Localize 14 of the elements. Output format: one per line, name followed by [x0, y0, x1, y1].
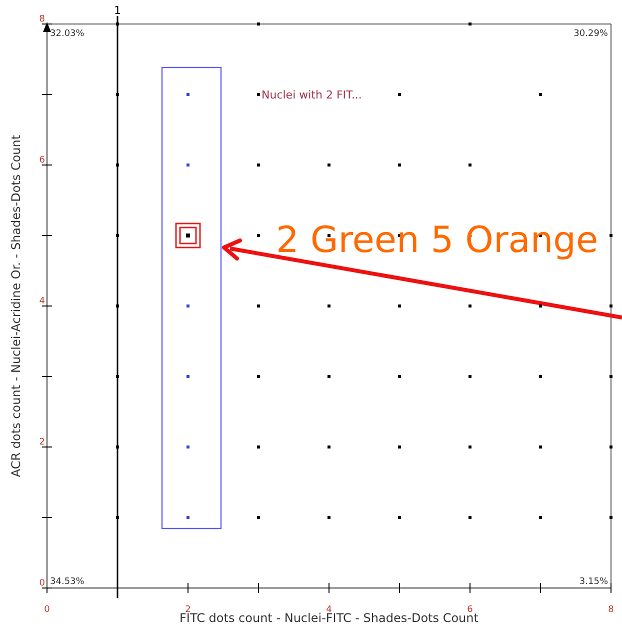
- annotation: 30.29%: [574, 29, 608, 39]
- ref-line-label: 1: [114, 4, 121, 17]
- y-tick-label: 6: [39, 155, 46, 166]
- annotation: 2 Green 5 Orange: [276, 220, 598, 261]
- x-tick-label: 8: [608, 604, 614, 615]
- y-axis-title: ACR dots count - Nuclei-Acridine Or. - Shades-Dots Count: [9, 134, 23, 478]
- annotation: Nuclei with 2 FIT...: [262, 88, 362, 102]
- annotation: 3.15%: [579, 577, 608, 587]
- y-tick-label: 4: [39, 296, 46, 306]
- y-tick-label: 8: [39, 14, 46, 24]
- y-tick-label: 0: [39, 578, 46, 588]
- y-tick-label: 2: [39, 437, 45, 448]
- annotation: 32.03%: [50, 29, 85, 39]
- annotation: 34.53%: [50, 577, 85, 587]
